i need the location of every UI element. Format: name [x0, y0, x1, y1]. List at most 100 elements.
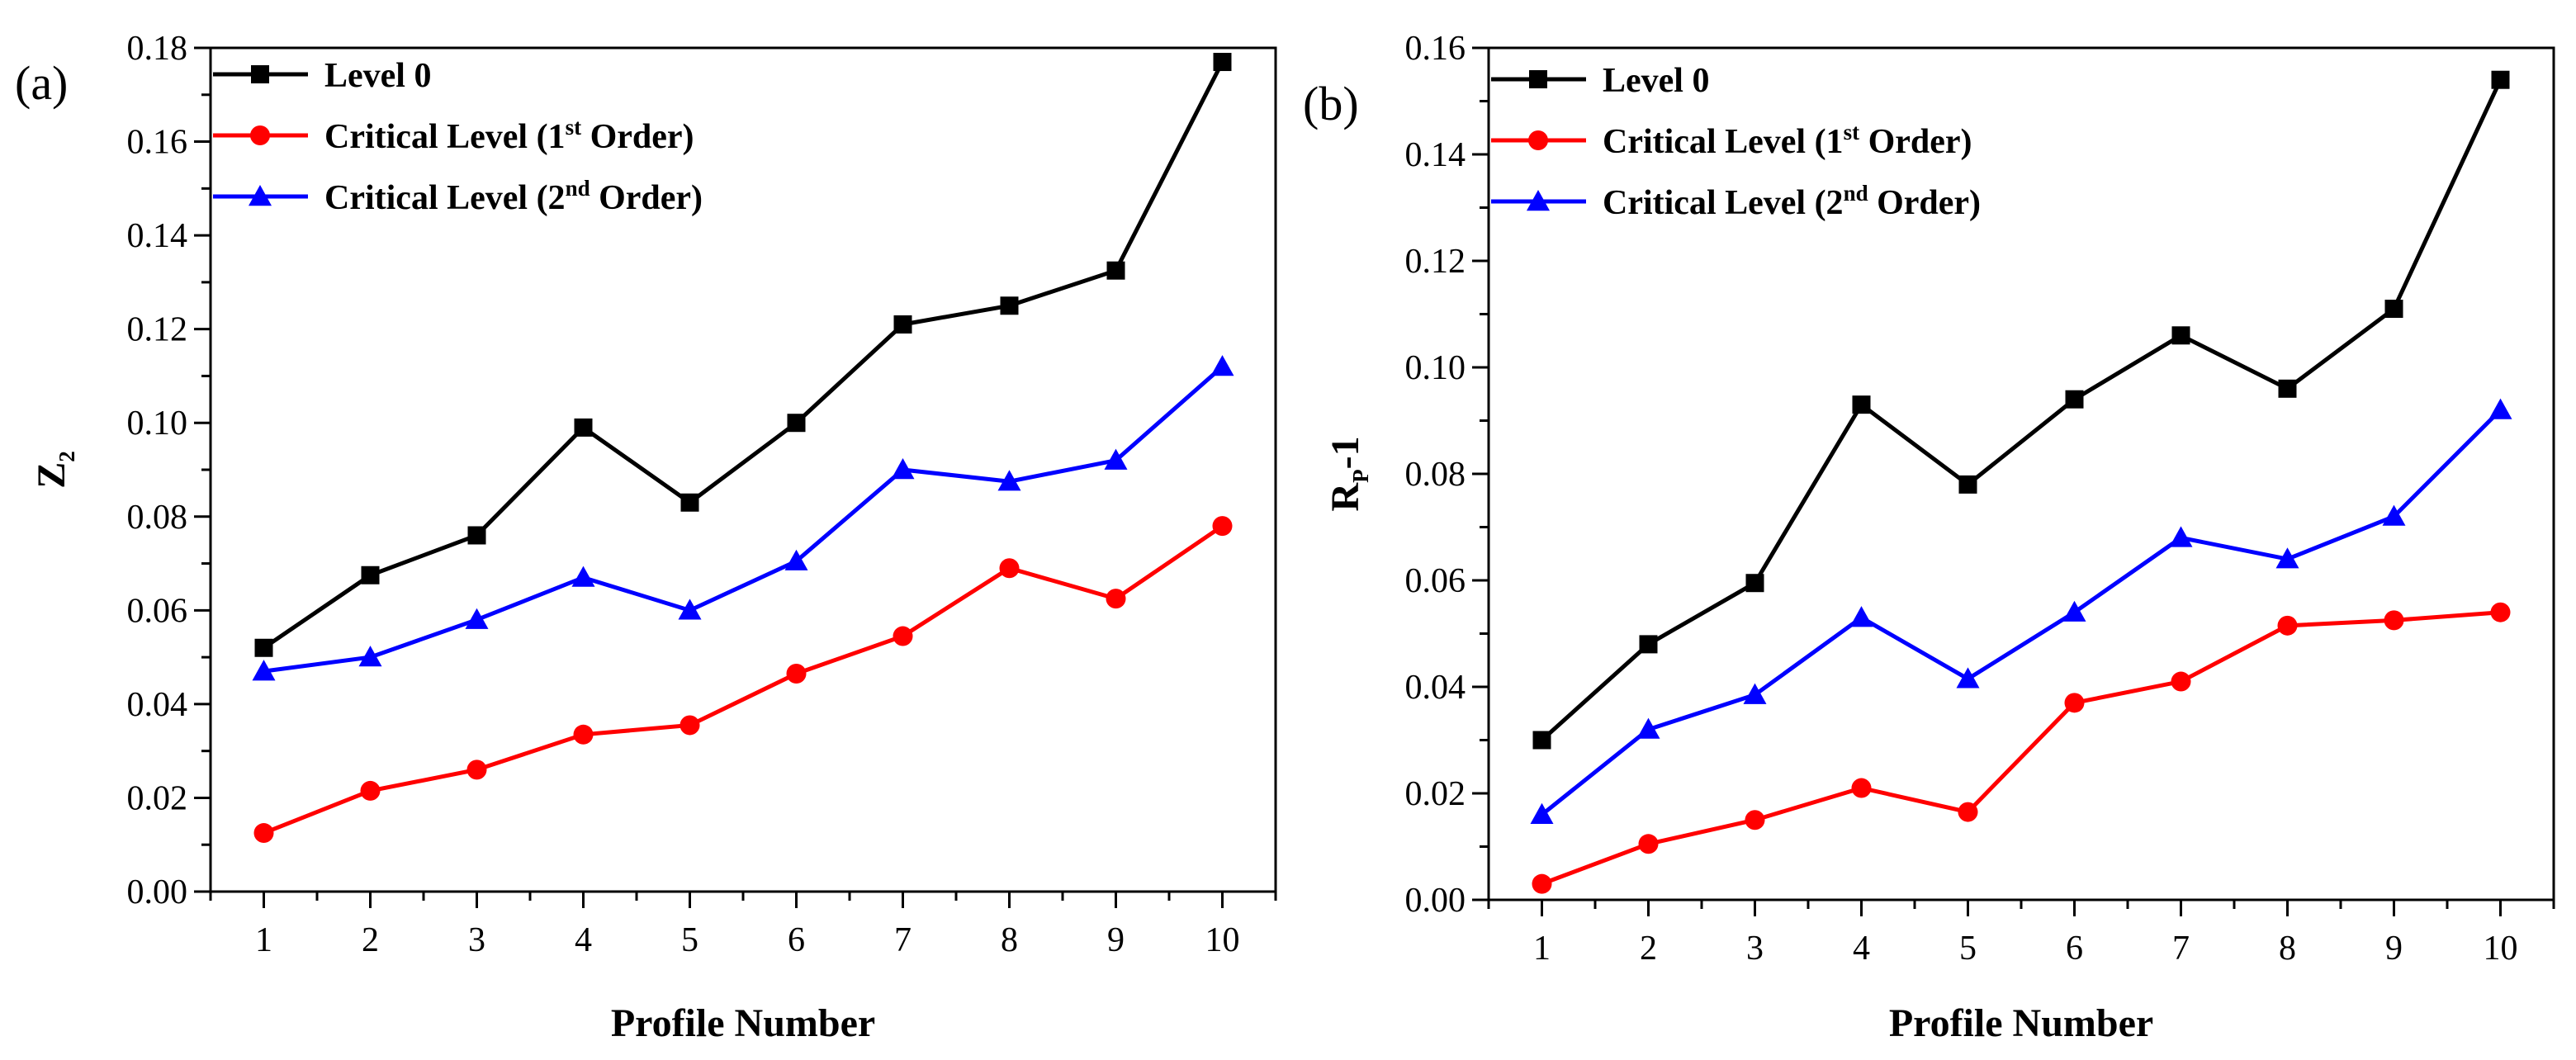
y-tick-label: 0.16 [1405, 30, 1466, 68]
data-point [2275, 547, 2299, 569]
x-axis-title: Profile Number [611, 1001, 875, 1045]
data-point [574, 418, 593, 437]
data-point [2064, 693, 2085, 713]
y-tick-label: 0.00 [1405, 882, 1466, 920]
data-point [467, 526, 486, 545]
data-point [1104, 448, 1128, 470]
x-tick-label: 1 [1533, 930, 1551, 968]
data-point [466, 760, 487, 780]
series-line [263, 365, 1224, 674]
x-axis-title: Profile Number [1889, 1001, 2153, 1045]
legend-item: Critical Level (1st Order) [1491, 120, 1972, 161]
x-tick-label: 4 [1853, 930, 1870, 968]
data-point [1210, 355, 1234, 376]
data-point [678, 599, 702, 620]
data-point [786, 663, 807, 684]
legend-label-suffix: Order) [1859, 123, 1972, 161]
legend-swatch-marker [1529, 70, 1547, 88]
data-point [2277, 615, 2298, 636]
legend-label-suffix: Order) [581, 118, 694, 156]
x-tick-label: 2 [362, 921, 379, 959]
data-point [2488, 398, 2512, 419]
data-point [997, 470, 1021, 491]
x-tick-label: 7 [2172, 930, 2190, 968]
data-point [2062, 600, 2086, 622]
data-point [893, 315, 912, 334]
x-tick-label: 2 [1640, 930, 1657, 968]
data-point [893, 626, 913, 646]
panel-b: 0.00 0.02 0.04 0.06 0.08 0.10 0.12 0.14 0.16 1 2 3… [1303, 30, 2555, 1045]
series-circle [253, 516, 1233, 844]
y-axis-title-tail: -1 [1324, 436, 1367, 469]
y-tick-label: 0.02 [127, 779, 188, 817]
y-axis-title-sub: 2 [54, 451, 79, 462]
x-tick-label: 5 [681, 921, 698, 959]
x-tick-label: 9 [1107, 921, 1125, 959]
legend-swatch-marker [1528, 130, 1548, 150]
y-tick-label: 0.10 [1405, 349, 1466, 387]
legend-item: Critical Level (1st Order) [213, 115, 694, 156]
y-tick-label: 0.04 [1405, 669, 1466, 707]
data-point [680, 715, 700, 736]
series-layer [252, 53, 1234, 844]
legend-label-sup: nd [566, 176, 590, 201]
y-axis-ticks: 0.00 0.02 0.04 0.06 0.08 0.10 0.12 0.14 0.16 0.18 [127, 30, 211, 911]
legend-swatch-marker [249, 185, 272, 206]
data-point [1213, 53, 1232, 72]
data-point [1745, 810, 1765, 830]
legend-item: Critical Level (2nd Order) [1491, 181, 1981, 222]
data-point [1106, 261, 1125, 280]
data-point [254, 638, 273, 657]
data-point [787, 414, 806, 433]
x-axis-ticks: 1 2 3 4 5 6 7 8 9 10 [209, 892, 1277, 959]
data-point [1106, 589, 1126, 609]
legend-label-text: Critical Level (2 [1603, 184, 1844, 222]
data-point [1745, 574, 1764, 593]
legend-label-text: Level 0 [1603, 62, 1709, 100]
series-line [1540, 408, 2503, 816]
panel-label: (a) [15, 56, 68, 110]
y-tick-label: 0.12 [1405, 243, 1466, 281]
x-tick-label: 6 [2066, 930, 2083, 968]
legend-label: Critical Level (1st Order) [324, 115, 694, 156]
x-tick-label: 8 [2279, 930, 2296, 968]
data-point [1000, 296, 1019, 315]
data-point [784, 549, 808, 570]
legend-label-suffix: Order) [590, 179, 703, 217]
panel-a: 0.00 0.02 0.04 0.06 0.08 0.10 0.12 0.14 0.16 0.18… [15, 30, 1277, 1045]
legend-label: Critical Level (2nd Order) [1603, 181, 1981, 222]
y-tick-label: 0.18 [127, 30, 188, 68]
x-tick-label: 3 [1746, 930, 1764, 968]
legend-swatch-marker [251, 65, 269, 83]
x-tick-label: 4 [575, 921, 592, 959]
data-point [2065, 390, 2084, 409]
legend-item: Level 0 [213, 57, 431, 95]
data-point [2278, 379, 2297, 398]
series-layer [1530, 70, 2512, 894]
y-tick-label: 0.02 [1405, 775, 1466, 813]
data-point [2384, 300, 2403, 319]
y-axis-title-main: R [1324, 482, 1367, 512]
data-point [680, 493, 699, 512]
data-point [1639, 635, 1658, 654]
y-tick-label: 0.08 [127, 499, 188, 537]
legend-label: Level 0 [324, 57, 431, 95]
y-tick-label: 0.14 [1405, 136, 1466, 174]
series-line [263, 524, 1224, 835]
series-circle [1532, 602, 2511, 894]
data-point [252, 660, 276, 681]
data-point [999, 558, 1020, 579]
legend-label: Critical Level (1st Order) [1603, 120, 1972, 161]
legend-item: Critical Level (2nd Order) [213, 176, 703, 217]
data-point [1212, 516, 1233, 537]
data-point [1532, 731, 1551, 750]
data-point [1743, 683, 1767, 704]
legend-label-text: Critical Level (1 [324, 118, 566, 156]
data-point [360, 780, 381, 801]
y-axis-title-sub: P [1348, 469, 1373, 483]
data-point [465, 608, 489, 629]
y-tick-label: 0.12 [127, 311, 188, 349]
series-line [1540, 78, 2503, 742]
data-point [1638, 834, 1659, 854]
